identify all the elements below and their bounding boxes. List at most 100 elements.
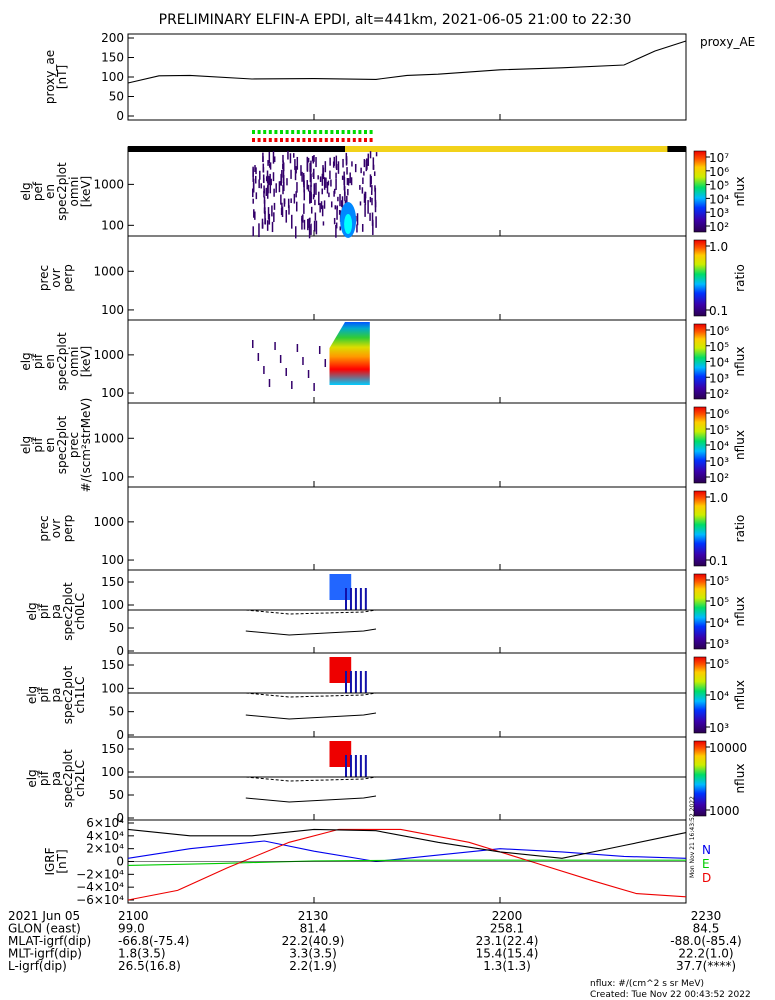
spectrogram-pixel [268, 379, 271, 387]
y-axis-label: spec2plot [61, 582, 75, 641]
spectrogram-pixel [359, 184, 361, 190]
spectrogram-pixel [272, 172, 275, 182]
spectrogram-pixel [337, 196, 339, 202]
science-zone-mark [330, 130, 334, 134]
colorbar-label: 0.1 [709, 554, 728, 568]
colorbar-label: 0.1 [709, 304, 728, 318]
y-axis-label: pa [49, 771, 63, 786]
spectrogram-pixel [262, 167, 265, 173]
y-tick-label: 4×10⁴ [86, 829, 124, 843]
spectrogram-pixel [290, 169, 292, 179]
spectrogram-pixel [351, 161, 353, 167]
y-axis-label: spec2plot [55, 332, 69, 391]
spectrogram-pixel [252, 183, 255, 193]
colorbar-label: 10⁵ [709, 574, 729, 588]
spectrogram-pixel [287, 198, 290, 209]
ephem-value: 2230 [691, 909, 722, 923]
y-axis-label: elg [25, 769, 39, 787]
spectrogram-pixel [322, 165, 324, 178]
y-axis-label: ch0LC [73, 593, 87, 630]
colorbar-label: 10⁴ [709, 192, 729, 206]
colorbar-label: 1000 [709, 804, 740, 818]
y-tick-label: 100 [101, 386, 124, 400]
ephem-value: 23.1(22.4) [476, 934, 539, 948]
spectrogram-pixel [334, 205, 337, 210]
spectrogram-pixel [281, 206, 284, 217]
colorbar [693, 406, 707, 484]
spectrogram-pixel [252, 340, 254, 348]
pa-stripe [354, 671, 357, 693]
spectrogram-pixel [325, 177, 327, 188]
spectrogram-pixel [289, 153, 292, 164]
colorbar-title: ratio [733, 515, 747, 543]
y-tick-label: 0 [116, 811, 124, 825]
ephem-value: -66.8(-75.4) [118, 934, 189, 948]
spectrogram-pixel [349, 172, 351, 184]
pa-block [329, 741, 352, 767]
y-axis-label: pa [49, 688, 63, 703]
spectrogram-pixel [369, 196, 372, 203]
y-tick-label: 1000 [93, 177, 124, 191]
spectrogram-pixel [273, 156, 276, 163]
ephem-value: 99.0 [118, 922, 145, 936]
spectrogram-pif-omni [252, 322, 370, 391]
y-axis-label: en [43, 438, 57, 453]
y-axis-label: IGRF [43, 847, 57, 875]
spectrogram-pixel [310, 206, 313, 214]
spectrogram-pixel [265, 187, 268, 196]
science-zone-mark [324, 138, 328, 142]
science-zone-mark [274, 130, 278, 134]
ephem-value: 22.2(1.0) [678, 947, 733, 961]
y-axis-label: #/(scm²strMeV) [79, 398, 93, 493]
spectrogram-pixel [310, 184, 312, 193]
spectrogram-pixel [271, 221, 274, 233]
spectrogram-pixel [282, 154, 284, 163]
spectrogram-pixel [268, 151, 271, 164]
spectrogram-pixel [367, 200, 369, 214]
ephem-value: 258.1 [490, 922, 524, 936]
colorbar-label: 10² [709, 220, 729, 234]
colorbar-label: 10⁴ [709, 439, 729, 453]
colorbar-label: 1.0 [709, 240, 728, 254]
spectrogram-pixel [370, 190, 373, 195]
science-zone-mark [296, 138, 300, 142]
panel-frame [127, 652, 687, 738]
spectrogram-pixel [258, 223, 260, 238]
spectrogram-pixel [324, 359, 327, 367]
spectrogram-pixel [323, 200, 326, 209]
spectrogram-pixel [270, 178, 272, 186]
colorbar-label: 10³ [709, 455, 729, 469]
spectrogram-pixel [303, 180, 305, 193]
y-axis-label: pif [31, 353, 45, 369]
spectrogram-pixel [285, 368, 287, 376]
spectrogram-pixel [266, 174, 269, 184]
y-tick-label: 0 [116, 728, 124, 742]
colorbar-label: 10000 [709, 741, 747, 755]
spectrogram-pixel [311, 156, 314, 162]
anti-loss-cone-line [245, 795, 377, 803]
spectrogram-pixel [338, 209, 341, 215]
spectrogram-pixel [371, 185, 373, 191]
spectrogram-pixel [361, 223, 364, 232]
spectrogram-pixel [271, 205, 273, 217]
spectrogram-pixel [267, 207, 270, 220]
y-tick-label: 2×10⁴ [86, 842, 124, 856]
colorbar-label: 10⁴ [709, 689, 729, 703]
spectrogram-pixel [282, 185, 284, 195]
colorbar-label: 10⁶ [709, 324, 729, 338]
y-axis-label: pef [31, 181, 45, 201]
y-tick-label: 100 [101, 470, 124, 484]
series-line-proxy-ae [127, 40, 687, 84]
spectrogram-pixel [361, 187, 364, 194]
science-zone-mark [274, 138, 278, 142]
spectrogram-pixel [343, 186, 346, 196]
spectrogram-pixel [364, 204, 366, 217]
spectrogram-pixel [301, 218, 303, 230]
spectrogram-pixel [336, 206, 338, 220]
science-zone-mark [313, 130, 317, 134]
panel-frame [127, 235, 687, 321]
spectrogram-pixel [268, 176, 270, 186]
y-axis-label: pif [37, 687, 51, 703]
